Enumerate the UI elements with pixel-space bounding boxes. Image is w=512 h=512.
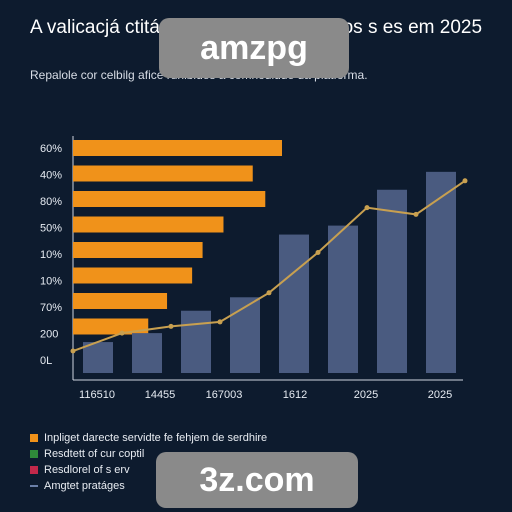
y-tick-label: 0L [40, 355, 52, 367]
legend-label: Resdlorel of s erv [44, 464, 130, 476]
line-point [462, 178, 468, 184]
legend-swatch [30, 485, 38, 487]
x-tick-label: 14455 [145, 389, 176, 401]
y-tick-label: 50% [40, 223, 62, 235]
line-point [266, 290, 272, 296]
line-point [168, 323, 174, 329]
legend-swatch [30, 450, 38, 458]
h-bar [73, 140, 282, 156]
h-bar [73, 216, 224, 233]
x-tick-label: 1612 [283, 389, 307, 401]
v-bar [230, 297, 260, 373]
line-point [315, 249, 321, 255]
v-bar [83, 342, 113, 373]
line-point [217, 319, 223, 325]
h-bar [73, 318, 149, 335]
x-tick-label: 167003 [206, 389, 243, 401]
line-point [364, 205, 370, 211]
legend-item: Resdtett of cur coptil [30, 446, 267, 462]
v-bar [181, 310, 211, 373]
legend-swatch [30, 434, 38, 442]
y-tick-label: 10% [40, 249, 62, 261]
watermark: 3z.com [156, 452, 358, 508]
x-tick-label: 116510 [79, 389, 115, 401]
v-bar [377, 189, 407, 373]
v-bar [132, 333, 162, 373]
legend-item: Resdlorel of s erv [30, 462, 267, 478]
h-bar [73, 191, 266, 207]
v-bar [328, 225, 358, 373]
v-bar [279, 234, 309, 373]
line-point [413, 211, 419, 217]
y-tick-label: 10% [40, 276, 62, 288]
legend-label: Resdtett of cur coptil [44, 448, 145, 460]
v-bar [426, 171, 456, 373]
h-bar [73, 267, 193, 284]
x-tick-label: 2025 [354, 389, 378, 401]
y-tick-label: 40% [40, 170, 62, 182]
chart-legend: Inpliget darecte servidte fe fehjem de s… [30, 430, 267, 494]
h-bar [73, 165, 253, 182]
y-tick-label: 70% [40, 302, 62, 314]
y-tick-label: 80% [40, 196, 62, 208]
y-tick-label: 200 [40, 329, 58, 341]
h-bar [73, 242, 203, 258]
y-tick-label: 60% [40, 143, 62, 155]
legend-swatch [30, 466, 38, 474]
x-tick-label: 2025 [428, 389, 452, 401]
line-point [119, 330, 125, 336]
legend-label: Amgtet pratáges [44, 480, 125, 492]
legend-label: Inpliget darecte servidte fe fehjem de s… [44, 432, 268, 444]
watermark: amzpg [159, 18, 349, 78]
h-bar [73, 293, 168, 309]
legend-item: Inpliget darecte servidte fe fehjem de s… [30, 430, 267, 446]
line-point [70, 348, 76, 354]
legend-item: Amgtet pratáges [30, 478, 267, 494]
